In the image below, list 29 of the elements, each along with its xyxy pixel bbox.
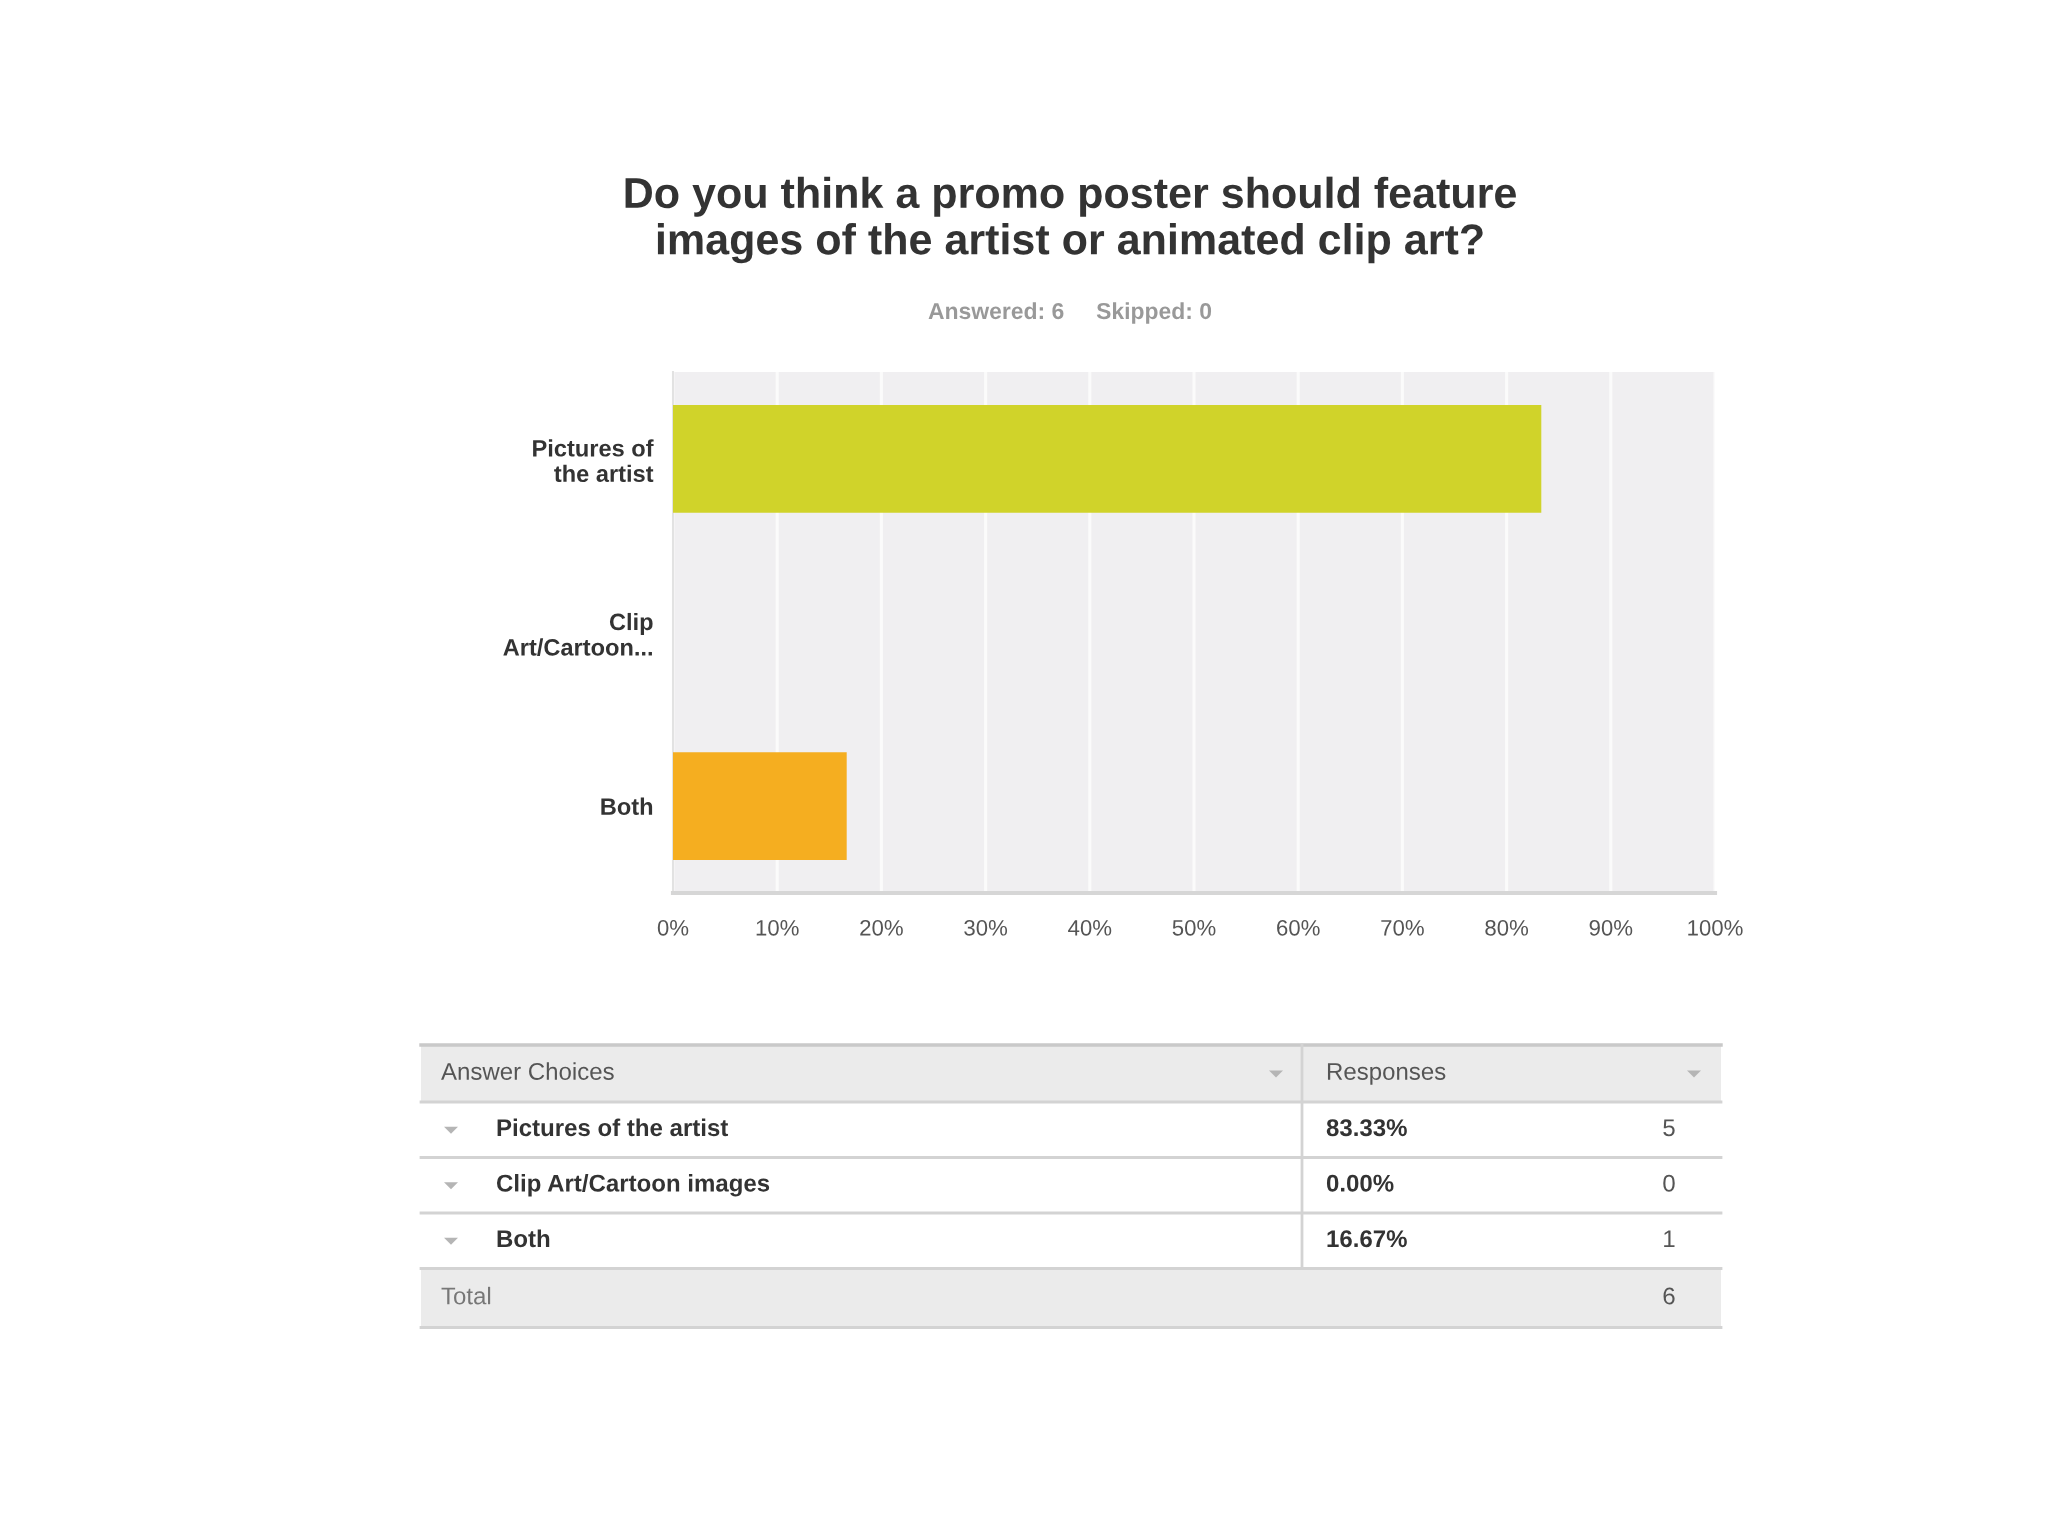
y-tick-label: Pictures of the artist [533,439,654,483]
text: Answer Choices [441,1062,614,1080]
text: 1 [1664,1230,1675,1247]
text: 6 [1663,1287,1675,1305]
text: Pictures of the artist [497,1118,729,1137]
y-tick-label: Clip Art/Cartoon... [503,612,653,656]
x-tick-label: 40% [1068,919,1112,936]
text: Both [497,1229,550,1248]
y-tick-label: Both [601,797,653,815]
text: 83.33% [1326,1119,1407,1137]
x-tick-label: 90% [1589,919,1633,936]
text: Clip Art/Cartoon images [496,1174,770,1197]
x-tick-label: 30% [964,919,1008,936]
x-tick-label: 70% [1381,919,1424,936]
x-tick-label: 20% [860,919,903,936]
x-tick-label: 0% [657,919,689,936]
chart-title: Do you think a promo poster should feature images of the artist or animated clip art? [625,176,1516,264]
x-tick-label: 60% [1277,919,1320,936]
text: Responses [1327,1063,1446,1085]
text: 5 [1663,1119,1675,1137]
text: Total [441,1286,491,1305]
x-tick-label: 50% [1172,919,1216,936]
x-tick-label: 80% [1485,919,1529,936]
x-tick-label: 100% [1688,919,1743,936]
text: 0 [1663,1174,1675,1192]
chart-subtitle: Answered: 6 Skipped: 0 [928,302,1212,324]
x-tick-label: 10% [756,919,799,936]
text: 16.67% [1327,1230,1407,1248]
text: 0.00% [1326,1174,1394,1192]
